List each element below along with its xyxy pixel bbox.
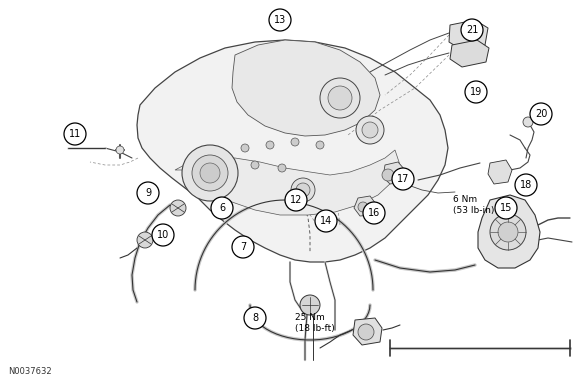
Circle shape <box>320 78 360 118</box>
Circle shape <box>266 141 274 149</box>
Circle shape <box>285 189 307 211</box>
Circle shape <box>358 324 374 340</box>
Circle shape <box>530 103 552 125</box>
Text: 9: 9 <box>145 188 151 198</box>
Circle shape <box>232 236 254 258</box>
Text: 13: 13 <box>274 15 286 25</box>
Circle shape <box>291 178 315 202</box>
Circle shape <box>362 122 378 138</box>
Circle shape <box>315 210 337 232</box>
Text: 6: 6 <box>219 203 225 213</box>
Circle shape <box>200 163 220 183</box>
Circle shape <box>269 9 291 31</box>
Text: 16: 16 <box>368 208 380 218</box>
Text: 20: 20 <box>535 109 547 119</box>
Text: 12: 12 <box>290 195 302 205</box>
Text: N0037632: N0037632 <box>8 368 52 376</box>
Circle shape <box>328 86 352 110</box>
Circle shape <box>137 232 153 248</box>
Circle shape <box>211 197 233 219</box>
Polygon shape <box>354 196 376 216</box>
Circle shape <box>498 222 518 242</box>
Circle shape <box>278 164 286 172</box>
Polygon shape <box>353 318 382 345</box>
Circle shape <box>244 307 266 329</box>
Circle shape <box>170 200 186 216</box>
Polygon shape <box>175 150 400 215</box>
Circle shape <box>392 168 414 190</box>
Text: 18: 18 <box>520 180 532 190</box>
Text: 14: 14 <box>320 216 332 226</box>
Circle shape <box>192 155 228 191</box>
Text: 11: 11 <box>69 129 81 139</box>
Polygon shape <box>488 160 512 184</box>
Circle shape <box>64 123 86 145</box>
Circle shape <box>363 202 385 224</box>
Circle shape <box>241 144 249 152</box>
Circle shape <box>495 197 517 219</box>
Circle shape <box>515 174 537 196</box>
Polygon shape <box>450 40 489 67</box>
Circle shape <box>300 295 320 315</box>
Circle shape <box>523 117 533 127</box>
Circle shape <box>296 183 310 197</box>
Circle shape <box>356 116 384 144</box>
Circle shape <box>251 161 259 169</box>
Polygon shape <box>137 40 448 262</box>
Polygon shape <box>449 20 488 50</box>
Circle shape <box>152 224 174 246</box>
Text: 10: 10 <box>157 230 169 240</box>
Circle shape <box>461 19 483 41</box>
Text: 17: 17 <box>397 174 409 184</box>
Circle shape <box>358 202 368 212</box>
Circle shape <box>137 182 159 204</box>
Polygon shape <box>383 162 405 184</box>
Circle shape <box>465 81 487 103</box>
Circle shape <box>291 138 299 146</box>
Text: 15: 15 <box>500 203 512 213</box>
Text: 7: 7 <box>240 242 246 252</box>
Circle shape <box>382 169 394 181</box>
Text: 21: 21 <box>466 25 478 35</box>
Polygon shape <box>478 195 540 268</box>
Circle shape <box>490 214 526 250</box>
Text: 6 Nm
(53 lb-in): 6 Nm (53 lb-in) <box>453 195 494 215</box>
Text: 8: 8 <box>252 313 258 323</box>
Text: 19: 19 <box>470 87 482 97</box>
Polygon shape <box>232 40 380 136</box>
Circle shape <box>182 145 238 201</box>
Circle shape <box>316 141 324 149</box>
Text: 25 Nm
(18 lb-ft): 25 Nm (18 lb-ft) <box>295 313 335 333</box>
Circle shape <box>116 146 124 154</box>
